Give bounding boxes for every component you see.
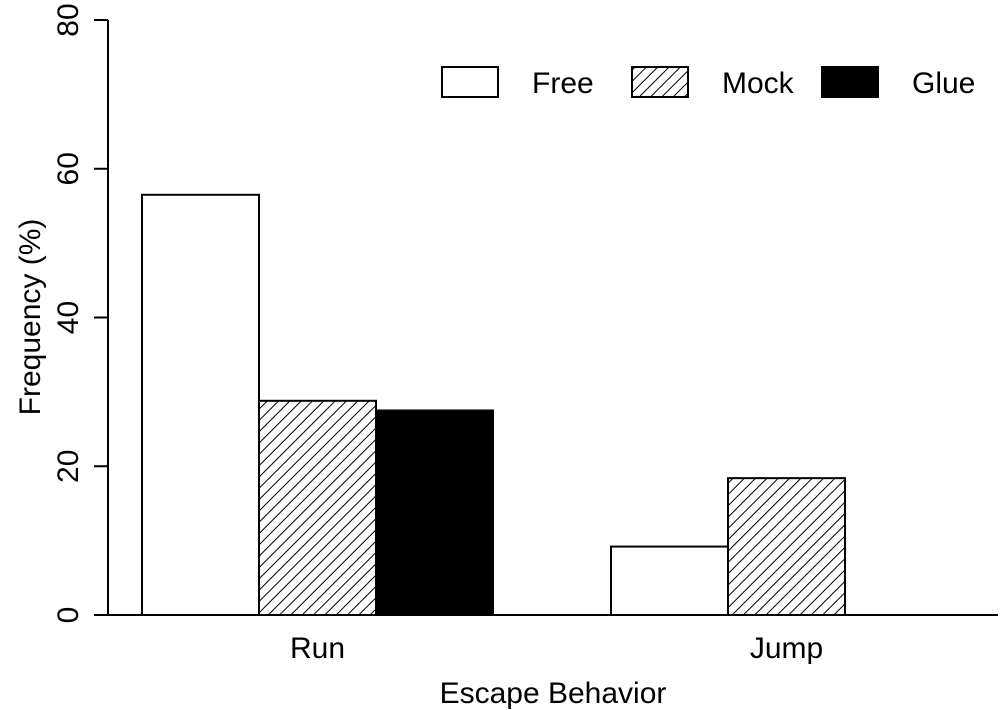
x-tick-label-jump: Jump [750,632,823,665]
y-tick-label: 80 [52,3,85,36]
legend-label-mock: Mock [722,67,795,100]
bar-glue-run [375,409,494,616]
x-tick-label-run: Run [290,632,345,665]
legend-label-glue: Glue [912,67,975,100]
x-axis-title: Escape Behavior [440,677,667,710]
legend: Free Mock Glue [441,66,975,100]
legend-swatch-glue [821,66,879,98]
bars-group [141,193,846,617]
y-tick-label: 40 [52,301,85,334]
y-tick-label: 20 [52,450,85,483]
bar-mock-jump [727,477,846,616]
bar-mock-run [258,399,377,616]
legend-label-free: Free [532,67,594,100]
y-axis-ticks: 0 20 40 60 80 [52,3,108,623]
y-tick-label: 60 [52,152,85,185]
x-axis-ticks: Run Jump [290,632,823,665]
y-axis-title: Frequency (%) [14,219,47,416]
bar-free-run [141,193,260,616]
legend-swatch-mock [631,66,689,98]
legend-swatch-free [441,66,499,98]
y-tick-label: 0 [52,607,85,624]
bar-free-jump [610,545,729,617]
